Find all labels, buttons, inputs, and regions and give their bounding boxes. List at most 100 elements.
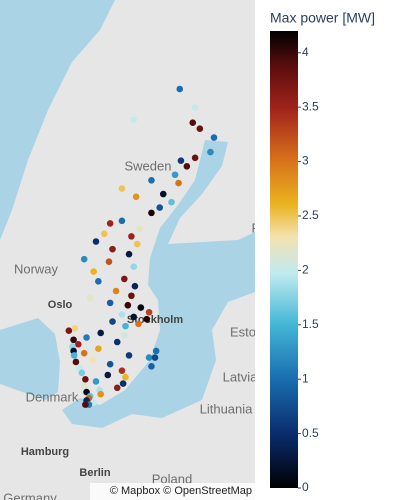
point: [196, 125, 204, 132]
point: [90, 268, 97, 275]
point: [176, 85, 184, 93]
point: [118, 367, 126, 374]
point: [130, 263, 138, 270]
point: [80, 382, 88, 390]
point: [168, 198, 175, 206]
point: [171, 171, 179, 179]
point: [109, 318, 116, 325]
point: [89, 356, 96, 364]
point: [72, 358, 80, 366]
point: [152, 347, 160, 355]
point: [210, 134, 218, 141]
map-label: Germany: [3, 490, 57, 500]
point: [122, 373, 129, 381]
point: [92, 238, 100, 245]
point: [130, 116, 138, 124]
point: [92, 378, 100, 385]
point: [83, 334, 90, 341]
point: [121, 275, 128, 283]
point: [128, 233, 135, 240]
point: [145, 354, 153, 361]
point: [143, 315, 151, 323]
point: [130, 313, 138, 321]
point: [137, 304, 145, 311]
point: [125, 352, 133, 359]
point: [113, 338, 121, 346]
point: [189, 119, 197, 127]
point: [97, 329, 105, 337]
map-label: Denmark: [26, 389, 79, 404]
point: [148, 209, 155, 217]
point: [122, 322, 129, 330]
point: [118, 185, 126, 192]
colorbar-tick-label: 2: [302, 263, 309, 277]
point: [191, 154, 199, 162]
map-label: Esto: [230, 324, 256, 339]
map-label: Sweden: [125, 158, 172, 173]
map-label: Lithuania: [200, 401, 254, 416]
point: [105, 258, 113, 265]
point: [80, 349, 88, 357]
map: Sweden Norway Oslo Stockholm Finl Esto L…: [0, 0, 273, 500]
point: [125, 250, 133, 258]
point: [124, 301, 132, 309]
point: [159, 190, 167, 198]
sea: [62, 140, 255, 428]
point: [86, 294, 94, 302]
point: [121, 331, 128, 339]
point: [71, 325, 79, 332]
point: [132, 193, 140, 201]
sea: [0, 318, 60, 400]
point: [70, 352, 78, 359]
point: [97, 390, 105, 398]
point: [183, 163, 191, 170]
map-label: Poland: [152, 471, 192, 486]
point: [106, 299, 114, 307]
colorbar-tick-label: 3: [302, 154, 309, 168]
point: [100, 230, 108, 238]
point: [207, 148, 214, 156]
colorbar-tick-label: 1.5: [302, 317, 319, 331]
map-label: Oslo: [48, 299, 73, 311]
points: [65, 85, 218, 408]
point: [112, 287, 120, 295]
point: [95, 278, 102, 285]
colorbar-tick-label: 4: [302, 45, 309, 59]
point: [133, 240, 141, 248]
map-label: Norway: [14, 261, 59, 276]
map-label: Latvia: [223, 369, 258, 384]
point: [82, 401, 89, 408]
point: [131, 282, 139, 290]
point: [104, 371, 112, 379]
point: [148, 177, 155, 184]
colorbar-tick-label: 3.5: [302, 99, 319, 113]
point: [156, 204, 164, 211]
point: [128, 292, 135, 300]
point: [118, 217, 126, 225]
point: [135, 320, 142, 328]
colorbar-gradient: [270, 31, 298, 488]
sea: [0, 0, 115, 240]
point: [109, 245, 116, 253]
point: [191, 104, 199, 111]
point: [78, 369, 86, 377]
point: [136, 225, 143, 232]
colorbar-tick-label: 1: [302, 371, 309, 385]
attribution-bg: [90, 483, 255, 500]
map-label: Hamburg: [21, 446, 69, 458]
attribution: © Mapbox © OpenStreetMap: [110, 485, 252, 497]
colorbar-title: Max power [MW]: [270, 10, 375, 26]
point: [74, 340, 82, 348]
map-label: Finl: [252, 220, 273, 235]
point: [118, 311, 126, 318]
point: [175, 179, 182, 187]
point: [113, 384, 121, 392]
point: [177, 157, 185, 164]
map-label: Berlin: [79, 467, 110, 479]
colorbar-tick-label: 0: [302, 480, 309, 494]
colorbar: 0 0.5 1 1.5 2 2.5 3 3.5 4: [270, 31, 319, 494]
point: [145, 308, 153, 316]
colorbar-tick-label: 0.5: [302, 426, 319, 440]
point: [82, 375, 89, 383]
